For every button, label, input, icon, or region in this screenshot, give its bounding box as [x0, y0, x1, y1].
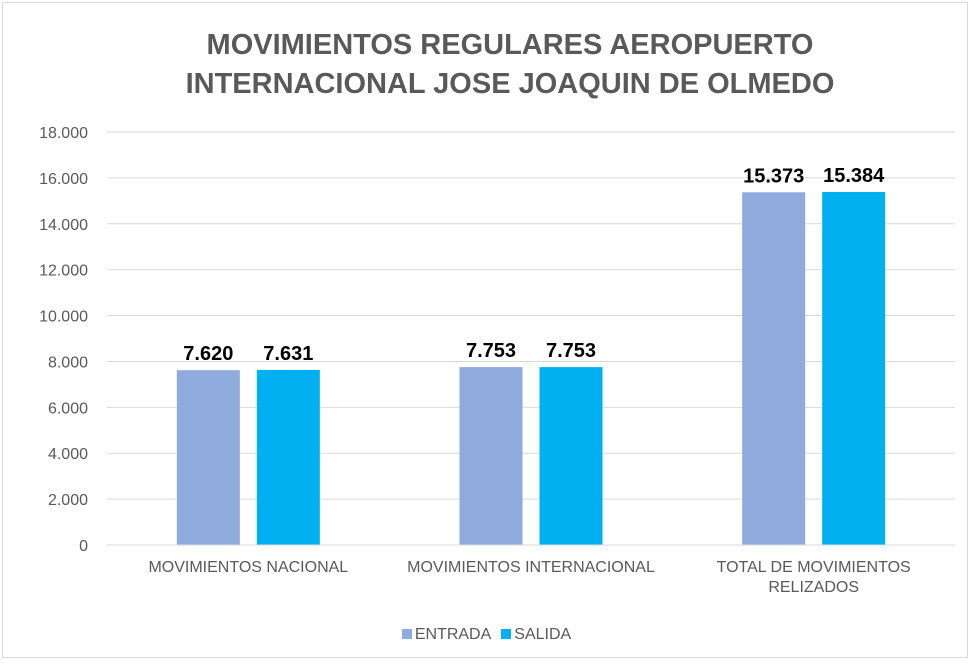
- legend-label: SALIDA: [514, 626, 572, 643]
- bar: [822, 192, 886, 546]
- y-tick-label: 16.000: [39, 171, 88, 188]
- bar: [256, 369, 320, 545]
- x-tick-label: MOVIMIENTOS NACIONAL: [148, 559, 349, 576]
- bar: [459, 367, 523, 545]
- y-tick-label: 6.000: [48, 400, 88, 417]
- y-tick-label: 2.000: [48, 492, 88, 509]
- legend: ENTRADA SALIDA: [0, 626, 973, 644]
- bar: [539, 367, 603, 545]
- legend-swatch: [401, 629, 412, 639]
- x-tick-label: MOVIMIENTOS INTERNACIONAL: [407, 559, 655, 576]
- bar: [176, 370, 240, 545]
- y-tick-label: 10.000: [39, 309, 88, 326]
- bar: [742, 192, 806, 545]
- y-tick-label: 4.000: [48, 446, 88, 463]
- legend-label: ENTRADA: [414, 626, 492, 643]
- x-tick-label: TOTAL DE MOVIMIENTOS RELIZADOS: [716, 559, 911, 596]
- legend-item: SALIDA: [501, 626, 571, 644]
- legend-item: ENTRADA: [401, 626, 492, 644]
- data-label: 7.620: [183, 343, 233, 365]
- data-label: 7.753: [546, 340, 596, 362]
- y-tick-label: 0: [79, 538, 88, 555]
- y-tick-label: 14.000: [39, 217, 88, 234]
- y-tick-label: 18.000: [39, 125, 88, 142]
- data-label: 15.384: [823, 165, 885, 187]
- y-tick-label: 8.000: [48, 354, 88, 371]
- chart-title: MOVIMIENTOS REGULARES AEROPUERTO INTERNA…: [185, 29, 835, 100]
- y-tick-label: 12.000: [39, 263, 88, 280]
- data-label: 7.631: [263, 343, 313, 365]
- data-label: 15.373: [743, 165, 804, 187]
- legend-swatch: [501, 629, 512, 639]
- data-label: 7.753: [466, 340, 516, 362]
